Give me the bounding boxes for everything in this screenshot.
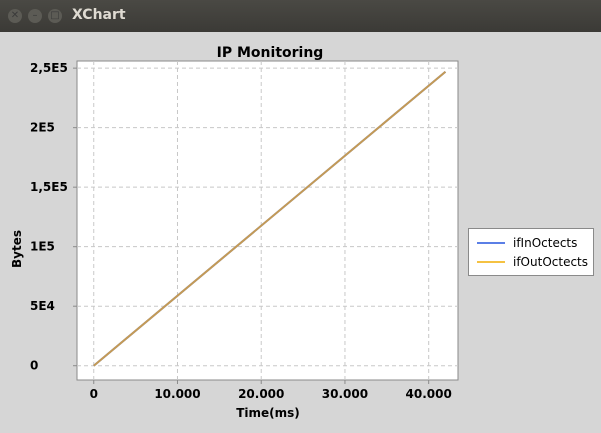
y-tick-label: 2E5: [30, 121, 55, 135]
y-tick-label: 2,5E5: [30, 61, 68, 75]
x-axis-label: Time(ms): [236, 406, 300, 420]
series-lines: [93, 70, 447, 367]
y-tick-label: 5E4: [30, 299, 55, 313]
y-tick-label: 1,5E5: [30, 180, 68, 194]
x-tick-label: 40.000: [406, 387, 452, 401]
x-tick-label: 10.000: [154, 387, 200, 401]
y-axis-label: Bytes: [10, 230, 24, 268]
close-icon[interactable]: ✕: [8, 9, 22, 23]
maximize-icon[interactable]: □: [48, 9, 62, 23]
legend-label-ifinoctects: ifInOctects: [513, 236, 578, 250]
chart-title: IP Monitoring: [217, 45, 324, 61]
x-tick-label: 0: [90, 387, 98, 401]
window-title: XChart: [72, 7, 126, 23]
series-line-ifoutoctects: [93, 70, 447, 367]
title-bar[interactable]: ✕ – □ XChart: [0, 0, 601, 32]
minimize-icon[interactable]: –: [28, 9, 42, 23]
legend-swatch-ifinoctects: [477, 242, 505, 244]
legend-label-ifoutoctects: ifOutOctects: [513, 255, 588, 269]
y-tick-label: 1E5: [30, 240, 55, 254]
x-tick-label: 20.000: [238, 387, 284, 401]
y-tick-label: 0: [30, 359, 38, 373]
legend-item-ifoutoctects: ifOutOctects: [477, 254, 588, 270]
axis-ticks: 0 10.000 20.000 30.000 40.000 0 5E4 1E5 1,5E5 2E5…: [30, 61, 452, 401]
chart-panel: 0 10.000 20.000 30.000 40.000 0 5E4 1E5 1,5E5 2E5…: [0, 32, 601, 429]
grid-lines: [77, 61, 458, 380]
legend-item-ifinoctects: ifInOctects: [477, 235, 577, 251]
legend-swatch-ifoutoctects: [477, 261, 505, 263]
x-tick-label: 30.000: [322, 387, 368, 401]
line-chart: 0 10.000 20.000 30.000 40.000 0 5E4 1E5 1,5E5 2E5…: [10, 45, 459, 420]
chart-legend: ifInOctects ifOutOctects: [468, 228, 594, 276]
